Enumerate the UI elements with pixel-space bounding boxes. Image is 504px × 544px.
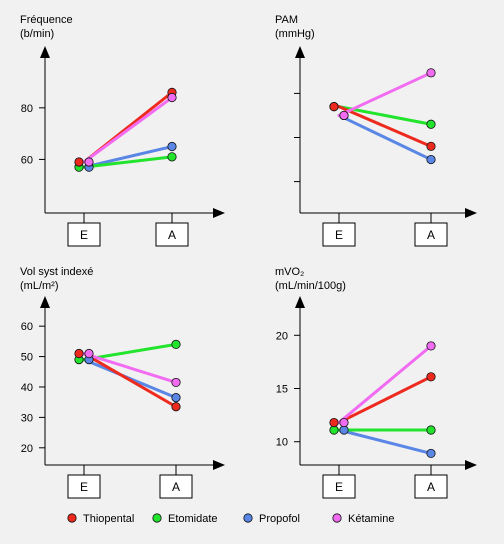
x-category-box bbox=[414, 222, 448, 247]
data-point-propofol bbox=[426, 448, 436, 459]
data-point-thiopental bbox=[329, 417, 339, 428]
series-line-etomidate bbox=[82, 155, 174, 169]
data-point-thiopental bbox=[426, 372, 436, 382]
y-tick-label: 80 bbox=[21, 103, 33, 115]
x-tick-label: A bbox=[427, 480, 435, 494]
series-layer bbox=[74, 339, 181, 412]
series-line-ketamine bbox=[337, 71, 433, 117]
x-axis-arrow bbox=[213, 208, 225, 218]
y-tick-label: 50 bbox=[21, 352, 33, 364]
series-line-ketamine bbox=[82, 96, 174, 164]
legend-marker-thiopental bbox=[67, 513, 77, 523]
panel-title-line: Fréquence bbox=[20, 14, 73, 26]
x-axis-arrow bbox=[465, 460, 477, 470]
legend-label-ketamine: Kétamine bbox=[348, 513, 394, 525]
data-point-thiopental bbox=[74, 348, 84, 359]
y-tick-label: 20 bbox=[21, 443, 33, 455]
y-axis-arrow bbox=[40, 296, 50, 308]
x-category-box bbox=[159, 474, 193, 499]
series-layer bbox=[74, 87, 177, 172]
panel-title-line: PAM bbox=[275, 14, 298, 26]
data-point-etomidate bbox=[426, 119, 436, 129]
x-tick-label: E bbox=[80, 228, 88, 242]
chart-panel-1: Fréquence (b/min) 60 80 E A bbox=[20, 14, 225, 247]
data-point-ketamine bbox=[84, 348, 94, 359]
legend-marker-propofol bbox=[243, 513, 253, 523]
series-line-thiopental bbox=[337, 105, 433, 148]
series-line-propofol bbox=[337, 113, 433, 162]
series-line-ketamine bbox=[337, 344, 433, 425]
data-point-ketamine bbox=[171, 377, 181, 388]
y-axis-arrow bbox=[40, 46, 50, 58]
panel-title-line: (mmHg) bbox=[275, 28, 315, 40]
series-layer bbox=[329, 68, 436, 165]
x-axis-arrow bbox=[465, 208, 477, 218]
data-point-thiopental bbox=[171, 402, 181, 412]
x-tick-label: E bbox=[80, 480, 88, 494]
panel-title-line: (mL/m²) bbox=[20, 280, 59, 292]
series-layer bbox=[329, 341, 436, 459]
legend-marker-etomidate bbox=[152, 513, 162, 523]
y-tick-label: 10 bbox=[276, 437, 288, 449]
legend-label-thiopental: Thiopental bbox=[83, 513, 134, 525]
data-point-etomidate bbox=[426, 425, 436, 435]
y-tick-label: 30 bbox=[21, 412, 33, 424]
y-tick-label: 15 bbox=[276, 384, 288, 396]
data-point-thiopental bbox=[74, 157, 84, 167]
series-line-ketamine bbox=[82, 352, 178, 384]
data-point-etomidate bbox=[167, 152, 177, 162]
panel-title-line: (b/min) bbox=[20, 28, 54, 40]
legend-label-etomidate: Etomidate bbox=[168, 513, 218, 525]
panel-title-line: (mL/min/100g) bbox=[275, 280, 346, 292]
series-line-propofol bbox=[82, 145, 174, 169]
data-point-ketamine bbox=[426, 341, 436, 351]
data-point-etomidate bbox=[171, 339, 181, 350]
legend: Thiopental Etomidate Propofol Kétamine bbox=[67, 513, 394, 525]
y-tick-label: 60 bbox=[21, 321, 33, 333]
x-tick-label: A bbox=[168, 228, 176, 242]
data-point-propofol bbox=[167, 141, 177, 152]
x-tick-label: E bbox=[335, 480, 343, 494]
data-point-ketamine bbox=[167, 92, 177, 103]
series-line-thiopental bbox=[82, 352, 178, 409]
x-category-box bbox=[414, 474, 448, 499]
x-tick-label: E bbox=[335, 228, 343, 242]
panel-title-line: mVO₂ bbox=[275, 266, 304, 278]
data-point-propofol bbox=[171, 393, 181, 403]
x-tick-label: A bbox=[172, 480, 180, 494]
data-point-propofol bbox=[426, 154, 436, 165]
data-point-thiopental bbox=[329, 102, 339, 112]
x-tick-label: A bbox=[427, 228, 435, 242]
y-axis-arrow bbox=[295, 46, 305, 58]
x-category-box bbox=[67, 474, 101, 499]
data-point-ketamine bbox=[339, 110, 349, 121]
y-tick-label: 60 bbox=[21, 154, 33, 166]
y-tick-label: 40 bbox=[21, 382, 33, 394]
data-point-ketamine bbox=[339, 417, 349, 428]
panel-title-line: Vol syst indexé bbox=[20, 266, 93, 278]
x-category-box bbox=[155, 222, 189, 247]
chart-panel-2: PAM (mmHg) E A bbox=[275, 14, 477, 247]
x-axis-arrow bbox=[213, 460, 225, 470]
chart-panel-3: Vol syst indexé (mL/m²) 20 30 40 50 60 E A bbox=[20, 266, 225, 499]
data-point-ketamine bbox=[426, 68, 436, 78]
data-point-thiopental bbox=[426, 141, 436, 151]
chart-panel-4: mVO₂ (mL/min/100g) 10 15 20 E A bbox=[275, 266, 477, 499]
legend-label-propofol: Propofol bbox=[259, 513, 300, 525]
legend-marker-ketamine bbox=[332, 513, 342, 523]
x-category-box bbox=[67, 222, 101, 247]
series-line-thiopental bbox=[337, 375, 433, 425]
y-tick-label: 20 bbox=[276, 330, 288, 342]
y-axis-arrow bbox=[295, 296, 305, 308]
data-point-ketamine bbox=[84, 157, 94, 167]
series-line-propofol bbox=[337, 428, 433, 455]
x-category-box bbox=[322, 222, 356, 247]
x-category-box bbox=[322, 474, 356, 499]
